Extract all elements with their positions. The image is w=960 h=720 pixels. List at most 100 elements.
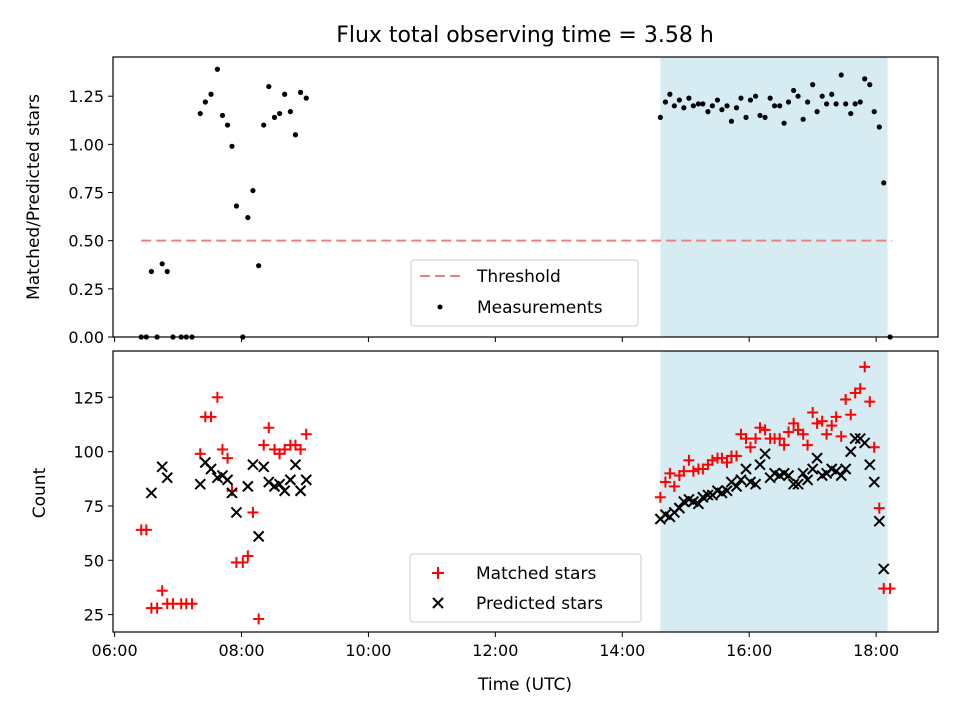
- legend-measurements-swatch: [437, 304, 443, 310]
- bottom-panel: 06:00 08:00 10:00 12:00 14:00 16:00 18:00 25 50 7…: [30, 350, 939, 695]
- matched-point: [258, 439, 270, 451]
- predicted-point: [273, 478, 286, 490]
- chart-title: Flux total observing time = 3.58 h: [336, 23, 714, 48]
- legend-measurements-label: Measurements: [477, 298, 603, 318]
- measurement-point: [852, 101, 858, 107]
- measurement-point: [202, 99, 208, 105]
- predicted-point: [811, 452, 823, 464]
- matched-point: [750, 433, 762, 445]
- predicted-point: [845, 445, 857, 458]
- measurement-point: [266, 83, 272, 90]
- measurement-point: [876, 124, 882, 130]
- predicted-point: [782, 469, 795, 482]
- matched-point: [854, 383, 866, 395]
- predicted-point: [145, 487, 158, 499]
- predicted-point: [730, 480, 743, 493]
- predicted-point: [156, 461, 168, 473]
- bottom-xlabel: Time (UTC): [477, 675, 572, 695]
- matched-point: [840, 393, 852, 405]
- matched-point: [664, 467, 676, 479]
- matched-point: [205, 411, 217, 423]
- matched-point: [864, 396, 876, 408]
- predicted-point: [792, 478, 804, 490]
- predicted-point: [278, 485, 291, 497]
- legend-matched-label: Matched stars: [476, 564, 596, 584]
- measurement-point: [724, 103, 730, 109]
- x-tick-label: 10:00: [345, 641, 391, 660]
- top-panel: 0.00 0.25 0.50 0.75 1.00 1.25 Matched/Predict…: [24, 56, 939, 347]
- matched-point: [222, 452, 234, 464]
- y-tick-label: 0.00: [68, 328, 104, 347]
- x-tick-label: 14:00: [599, 641, 645, 660]
- top-highlight-region: [660, 57, 888, 337]
- measurement-point: [700, 101, 706, 107]
- matched-point: [826, 420, 838, 432]
- matched-point: [802, 439, 814, 451]
- predicted-point: [242, 480, 254, 493]
- y-tick-label: 125: [73, 388, 104, 407]
- matched-point: [678, 465, 690, 477]
- predicted-point: [754, 458, 766, 471]
- measurement-point: [862, 76, 868, 82]
- matched-point: [706, 454, 718, 466]
- predicted-point: [258, 461, 270, 473]
- measurement-point: [148, 268, 154, 275]
- top-legend: Threshold Measurements: [410, 259, 639, 327]
- y-tick-label: 25: [84, 606, 104, 625]
- matched-point: [156, 585, 168, 597]
- measurement-point: [287, 109, 293, 115]
- measurement-point: [271, 114, 278, 120]
- measurement-point: [214, 66, 220, 72]
- x-tick-label: 18:00: [853, 641, 899, 660]
- matched-point: [300, 428, 312, 440]
- legend-threshold-label: Threshold: [476, 267, 561, 287]
- matched-point: [654, 491, 666, 503]
- matched-point: [868, 441, 880, 453]
- measurement-point: [671, 103, 677, 109]
- measurement-point: [245, 214, 251, 221]
- matched-point: [140, 524, 152, 536]
- matched-point: [797, 428, 809, 440]
- measurement-point: [233, 203, 240, 209]
- measurement-point: [662, 99, 669, 105]
- matched-point: [859, 361, 871, 373]
- measurement-point: [164, 268, 170, 275]
- measurement-point: [795, 93, 801, 99]
- measurement-point: [771, 103, 778, 109]
- legend-matched-swatch: [432, 567, 444, 579]
- measurement-point: [690, 103, 696, 109]
- matched-point: [279, 443, 291, 455]
- measurement-point: [738, 95, 744, 101]
- x-tick-label: 06:00: [92, 641, 138, 660]
- measurement-point: [208, 91, 214, 97]
- measurement-point: [824, 101, 830, 107]
- matched-point: [830, 411, 842, 423]
- predicted-point: [735, 474, 747, 486]
- predicted-point: [702, 489, 714, 501]
- measurement-point: [777, 103, 783, 109]
- legend-predicted-label: Predicted stars: [476, 594, 603, 614]
- measurement-point: [667, 91, 673, 97]
- y-tick-label: 0.25: [68, 280, 104, 299]
- predicted-point: [289, 458, 302, 471]
- measurement-point: [676, 97, 682, 103]
- predicted-point: [721, 485, 733, 497]
- measurement-point: [695, 101, 702, 107]
- measurement-point: [747, 97, 754, 103]
- predicted-point: [759, 448, 771, 460]
- matched-point: [151, 602, 163, 614]
- predicted-point: [740, 463, 752, 475]
- matched-points: [135, 361, 896, 625]
- measurement-point: [219, 112, 226, 119]
- x-tick-label: 12:00: [472, 641, 518, 660]
- predicted-point: [205, 463, 217, 475]
- predicted-point: [284, 474, 297, 486]
- measurement-point: [733, 105, 740, 111]
- predicted-point: [692, 498, 705, 510]
- y-tick-label: 75: [84, 497, 104, 516]
- measurement-point: [800, 116, 806, 122]
- predicted-point: [161, 471, 173, 484]
- predicted-point: [839, 463, 852, 475]
- matched-point: [835, 430, 847, 442]
- predicted-point: [801, 474, 814, 486]
